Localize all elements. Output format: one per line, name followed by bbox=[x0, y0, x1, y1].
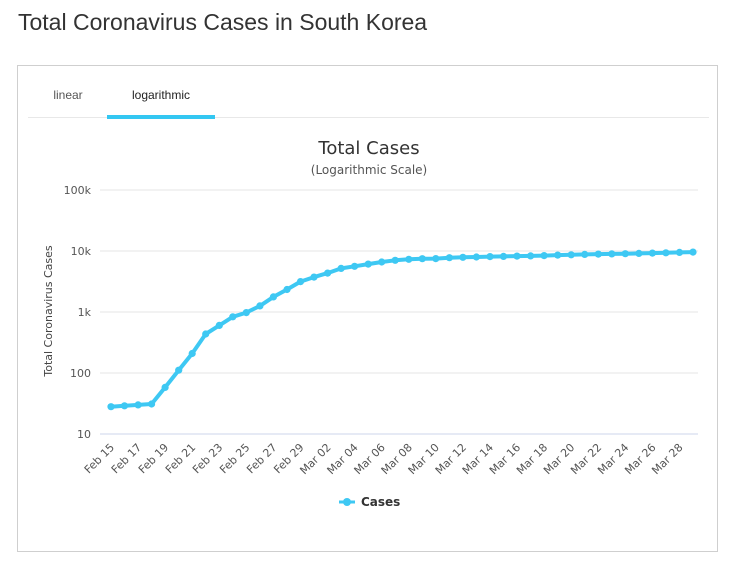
active-tab-indicator bbox=[107, 115, 215, 119]
data-point[interactable] bbox=[378, 258, 386, 266]
data-point[interactable] bbox=[229, 313, 237, 321]
data-point[interactable] bbox=[391, 256, 399, 264]
data-point[interactable] bbox=[459, 253, 467, 261]
data-point[interactable] bbox=[648, 249, 657, 257]
scale-tabs: linear logarithmic bbox=[28, 66, 709, 119]
data-point[interactable] bbox=[662, 249, 670, 257]
page-title: Total Coronavirus Cases in South Korea bbox=[18, 9, 428, 35]
data-point[interactable] bbox=[621, 250, 629, 258]
y-tick-label: 10 bbox=[77, 428, 91, 441]
y-tick-label: 100 bbox=[70, 367, 91, 380]
data-point[interactable] bbox=[486, 253, 494, 261]
data-point[interactable] bbox=[554, 251, 562, 259]
chart-subtitle: (Logarithmic Scale) bbox=[311, 163, 427, 177]
cases-line-chart: Total Cases (Logarithmic Scale) Total Co… bbox=[42, 138, 698, 509]
data-point[interactable] bbox=[689, 248, 697, 256]
data-point[interactable] bbox=[635, 249, 643, 257]
data-point[interactable] bbox=[527, 252, 535, 260]
data-point[interactable] bbox=[310, 273, 318, 281]
data-point[interactable] bbox=[608, 250, 616, 258]
data-point[interactable] bbox=[499, 252, 508, 260]
chart-title: Total Cases bbox=[317, 138, 419, 159]
data-point[interactable] bbox=[120, 402, 129, 410]
gridlines bbox=[100, 189, 698, 435]
data-point[interactable] bbox=[364, 260, 372, 268]
legend-label-cases: Cases bbox=[361, 495, 400, 509]
x-tick-label: Mar 28 bbox=[649, 441, 685, 477]
data-point[interactable] bbox=[405, 255, 413, 263]
data-point[interactable] bbox=[513, 252, 521, 260]
data-point[interactable] bbox=[675, 248, 684, 256]
data-point[interactable] bbox=[432, 255, 440, 263]
data-point[interactable] bbox=[296, 278, 305, 286]
data-point[interactable] bbox=[215, 321, 223, 329]
data-point[interactable] bbox=[134, 401, 142, 409]
data-point[interactable] bbox=[107, 403, 115, 411]
data-point[interactable] bbox=[567, 251, 575, 259]
y-tick-label: 1k bbox=[78, 306, 92, 319]
data-point[interactable] bbox=[594, 250, 602, 258]
data-point[interactable] bbox=[202, 330, 210, 338]
data-point[interactable] bbox=[256, 302, 264, 310]
tab-logarithmic[interactable]: logarithmic bbox=[131, 88, 191, 102]
data-point[interactable] bbox=[337, 264, 345, 272]
y-axis-label: Total Coronavirus Cases bbox=[42, 245, 55, 378]
chart-card: linear logarithmic Total Cases (Logarith… bbox=[17, 65, 718, 552]
data-point[interactable] bbox=[581, 250, 589, 258]
data-point[interactable] bbox=[175, 366, 183, 374]
data-point[interactable] bbox=[418, 255, 426, 263]
tab-linear[interactable]: linear bbox=[53, 88, 83, 102]
legend[interactable]: Cases bbox=[339, 495, 400, 509]
data-point[interactable] bbox=[148, 400, 156, 408]
data-point[interactable] bbox=[188, 349, 196, 358]
y-tick-label: 10k bbox=[71, 245, 92, 258]
data-point[interactable] bbox=[269, 293, 277, 301]
data-point[interactable] bbox=[540, 252, 548, 260]
data-point[interactable] bbox=[472, 253, 480, 261]
data-point[interactable] bbox=[351, 262, 359, 270]
y-tick-label: 100k bbox=[64, 184, 92, 197]
data-point[interactable] bbox=[283, 285, 291, 294]
y-tick-labels: 10 100 1k 10k 100k bbox=[64, 184, 92, 441]
data-point[interactable] bbox=[324, 269, 332, 277]
series-cases bbox=[107, 248, 697, 411]
data-point[interactable] bbox=[161, 383, 169, 391]
legend-marker bbox=[343, 498, 351, 506]
data-point[interactable] bbox=[445, 254, 453, 262]
series-line bbox=[109, 250, 695, 409]
data-point[interactable] bbox=[242, 309, 250, 317]
